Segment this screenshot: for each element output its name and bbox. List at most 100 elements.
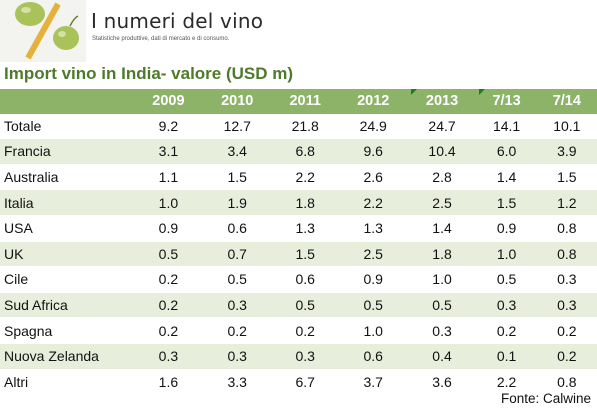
- table-cell: 0.5: [134, 241, 203, 268]
- row-label: Italia: [0, 189, 134, 216]
- table-row: Spagna 0.2 0.2 0.2 1.0 0.3 0.2 0.2: [0, 317, 597, 344]
- row-label: Sud Africa: [0, 292, 134, 319]
- table-cell: 0.8: [536, 215, 597, 242]
- source-note: Fonte: Calwine: [500, 391, 591, 406]
- table-cell: 1.0: [476, 241, 537, 268]
- table-cell: 6.7: [271, 369, 339, 396]
- table-cell: 1.0: [407, 266, 477, 293]
- table-cell: 3.6: [407, 369, 477, 396]
- table-cell: 12.7: [202, 113, 272, 140]
- table-cell: 1.0: [134, 189, 203, 216]
- table-cell: 2.5: [407, 189, 477, 216]
- table-cell: 0.1: [476, 343, 537, 370]
- table-cell: 0.2: [134, 292, 203, 319]
- table-cell: 0.5: [202, 266, 272, 293]
- table-cell: 1.6: [134, 369, 203, 396]
- grapes-percent-logo-icon: [0, 0, 86, 62]
- table-cell: 0.2: [202, 317, 272, 344]
- chart-title: Import vino in India- valore (USD m): [4, 64, 294, 83]
- header-cell: 7/14: [536, 89, 597, 114]
- header-cell: 7/13: [476, 89, 537, 114]
- table-cell: 0.5: [476, 266, 537, 293]
- row-label: Australia: [0, 164, 134, 191]
- table-cell: 0.6: [202, 215, 272, 242]
- table-row: Nuova Zelanda 0.3 0.3 0.3 0.6 0.4 0.1 0.2: [0, 343, 597, 370]
- table-body: Totale 9.2 12.7 21.8 24.9 24.7 14.1 10.1 Francia…: [0, 113, 597, 396]
- table-cell: 1.5: [476, 189, 537, 216]
- table-row: Totale 9.2 12.7 21.8 24.9 24.7 14.1 10.1: [0, 113, 597, 140]
- table-cell: 6.0: [476, 138, 537, 165]
- table-cell: 0.5: [407, 292, 477, 319]
- table-cell: 0.6: [338, 343, 408, 370]
- table-cell: 2.8: [407, 164, 477, 191]
- header-cell: 2013: [407, 89, 477, 114]
- table-cell: 3.3: [202, 369, 272, 396]
- table-row: Sud Africa 0.2 0.3 0.5 0.5 0.5 0.3 0.3: [0, 292, 597, 319]
- table-cell: 2.2: [476, 369, 537, 396]
- table-cell: 0.9: [476, 215, 537, 242]
- table-cell: 0.6: [271, 266, 339, 293]
- table-row: Francia 3.1 3.4 6.8 9.6 10.4 6.0 3.9: [0, 138, 597, 165]
- table-cell: 3.7: [338, 369, 408, 396]
- import-table: 2009 2010 2011 2012 2013 7/13 7/14 Total…: [0, 89, 597, 396]
- row-label: Totale: [0, 113, 134, 140]
- table-row: UK 0.5 0.7 1.5 2.5 1.8 1.0 0.8: [0, 241, 597, 268]
- table-cell: 0.3: [202, 292, 272, 319]
- table-cell: 0.2: [134, 317, 203, 344]
- table-cell: 21.8: [271, 113, 339, 140]
- table-cell: 0.9: [338, 266, 408, 293]
- site-header: I numeri del vino Statistiche produttive…: [0, 0, 597, 62]
- table-cell: 0.2: [271, 317, 339, 344]
- table-cell: 0.3: [476, 292, 537, 319]
- table-cell: 1.5: [536, 164, 597, 191]
- table-row: Altri 1.6 3.3 6.7 3.7 3.6 2.2 0.8: [0, 369, 597, 396]
- table-cell: 6.8: [271, 138, 339, 165]
- header-cell: 2012: [338, 89, 408, 114]
- row-label: USA: [0, 215, 134, 242]
- table-cell: 1.9: [202, 189, 272, 216]
- table-cell: 0.3: [536, 292, 597, 319]
- table-row: Italia 1.0 1.9 1.8 2.2 2.5 1.5 1.2: [0, 189, 597, 216]
- table-cell: 1.8: [271, 189, 339, 216]
- table-cell: 0.2: [476, 317, 537, 344]
- table-cell: 2.2: [271, 164, 339, 191]
- table-cell: 0.3: [536, 266, 597, 293]
- table-cell: 14.1: [476, 113, 537, 140]
- table-cell: 1.5: [202, 164, 272, 191]
- table-cell: 24.7: [407, 113, 477, 140]
- header-cell: 2011: [271, 89, 339, 114]
- table-cell: 2.2: [338, 189, 408, 216]
- table-cell: 10.1: [536, 113, 597, 140]
- row-label: UK: [0, 241, 134, 268]
- table-cell: 0.3: [202, 343, 272, 370]
- table-cell: 0.2: [134, 266, 203, 293]
- row-label: Spagna: [0, 317, 134, 344]
- table-cell: 1.1: [134, 164, 203, 191]
- table-cell: 10.4: [407, 138, 477, 165]
- header-cell: 2010: [202, 89, 272, 114]
- row-label: Francia: [0, 138, 134, 165]
- table-cell: 1.8: [407, 241, 477, 268]
- table-cell: 1.0: [338, 317, 408, 344]
- table-row: Cile 0.2 0.5 0.6 0.9 1.0 0.5 0.3: [0, 266, 597, 293]
- table-cell: 1.3: [271, 215, 339, 242]
- table-cell: 0.4: [407, 343, 477, 370]
- header-cell: 2009: [134, 89, 203, 114]
- table-cell: 2.5: [338, 241, 408, 268]
- table-cell: 0.3: [271, 343, 339, 370]
- table-header-row: 2009 2010 2011 2012 2013 7/13 7/14: [0, 89, 597, 114]
- table-cell: 3.1: [134, 138, 203, 165]
- table-cell: 0.8: [536, 241, 597, 268]
- table-cell: 0.2: [536, 343, 597, 370]
- table-cell: 0.5: [338, 292, 408, 319]
- row-label: Altri: [0, 369, 134, 396]
- logo-subtitle: Statistiche produttive, dati di mercato …: [92, 36, 230, 42]
- table-cell: 0.2: [536, 317, 597, 344]
- table-cell: 0.9: [134, 215, 203, 242]
- table-cell: 0.7: [202, 241, 272, 268]
- header-cell-label: [0, 89, 134, 114]
- table-row: USA 0.9 0.6 1.3 1.3 1.4 0.9 0.8: [0, 215, 597, 242]
- table-cell: 2.6: [338, 164, 408, 191]
- table-cell: 0.8: [536, 369, 597, 396]
- table-cell: 0.3: [407, 317, 477, 344]
